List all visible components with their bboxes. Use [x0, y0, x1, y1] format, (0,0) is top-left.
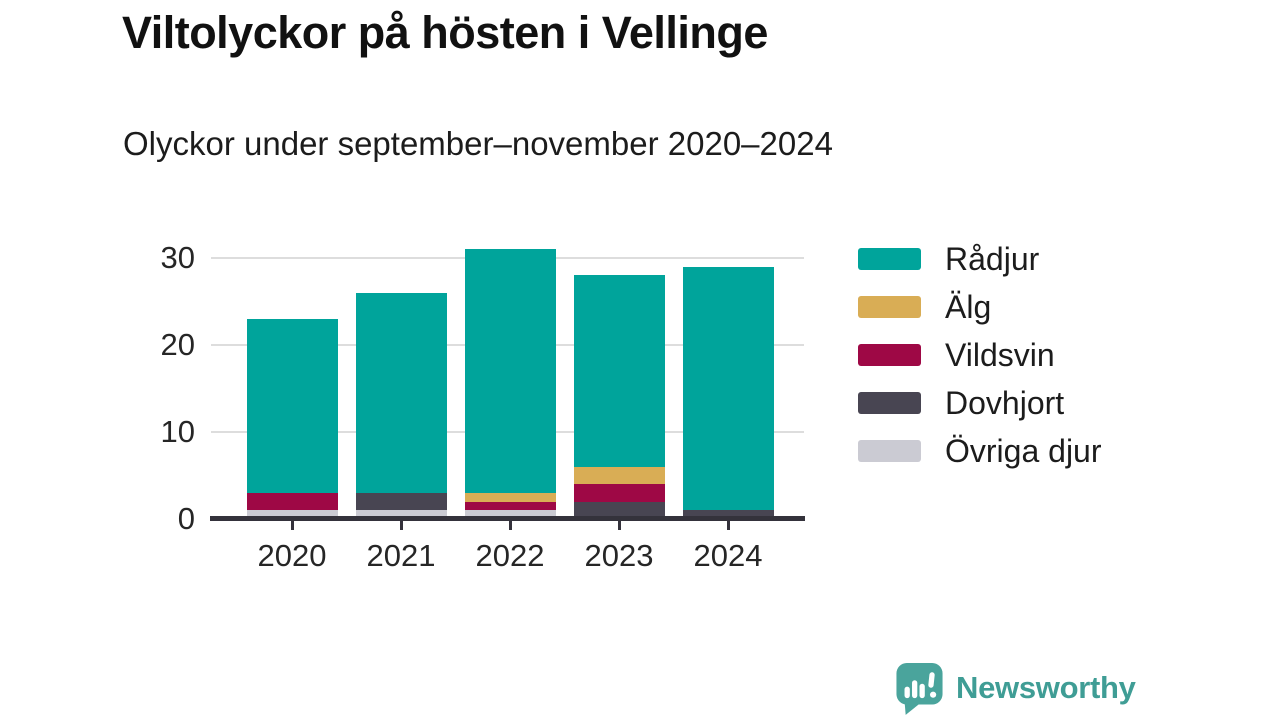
legend-swatch-radjur [858, 248, 921, 270]
legend-label-dovhjort: Dovhjort [945, 384, 1065, 421]
y-axis-label-10: 10 [160, 414, 195, 449]
x-axis-tick-2023 [617, 521, 621, 530]
legend-label-alg: Älg [945, 288, 992, 325]
legend-item-radjur: Rådjur [858, 235, 1102, 283]
bar-segment-2024-radjur [682, 266, 774, 511]
x-axis-label-2024: 2024 [693, 538, 763, 573]
legend-label-vildsvin: Vildsvin [945, 336, 1055, 373]
x-axis-tick-2022 [508, 521, 512, 530]
bar-segment-2023-vildsvin [573, 484, 665, 502]
y-axis-label-30: 30 [160, 240, 195, 275]
bar-segment-2023-dovhjort [573, 501, 665, 519]
bar-segment-2024-dovhjort [682, 510, 774, 519]
legend-item-vildsvin: Vildsvin [858, 331, 1102, 379]
legend-swatch-vildsvin [858, 344, 921, 366]
x-axis-label-2020: 2020 [257, 538, 327, 573]
legend-item-dovhjort: Dovhjort [858, 379, 1102, 427]
legend-label-radjur: Rådjur [945, 240, 1040, 277]
chart-legend: Rådjur Älg Vildsvin Dovhjort Övriga djur [858, 235, 1102, 475]
brand-footer: Newsworthy [896, 663, 1136, 716]
bar-segment-2020-vildsvin [246, 492, 338, 511]
bar-segment-2021-radjur [355, 292, 447, 493]
x-axis-tick-2020 [290, 521, 294, 530]
newsworthy-logo-icon [896, 663, 943, 715]
chart-title: Viltolyckor på hösten i Vellinge [122, 7, 768, 58]
legend-swatch-alg [858, 296, 921, 318]
bar-segment-2020-radjur [246, 318, 338, 493]
bar-segment-2023-alg [573, 466, 665, 485]
bar-segment-2022-vildsvin [464, 501, 556, 511]
legend-swatch-dovhjort [858, 392, 921, 414]
bar-segment-2020-ovriga-djur [246, 510, 338, 519]
legend-item-ovriga-djur: Övriga djur [858, 427, 1102, 475]
bar-segment-2023-radjur [573, 275, 665, 467]
y-axis-label-20: 20 [160, 327, 195, 362]
x-axis-label-2022: 2022 [475, 538, 545, 573]
bar-segment-2022-ovriga-djur [464, 510, 556, 519]
x-axis-label-2023: 2023 [584, 538, 654, 573]
chart-subtitle: Olyckor under september–november 2020–20… [123, 125, 833, 162]
brand-name: Newsworthy [956, 670, 1136, 705]
bar-segment-2021-ovriga-djur [355, 510, 447, 519]
bar-segment-2022-alg [464, 492, 556, 502]
legend-label-ovriga-djur: Övriga djur [945, 432, 1102, 469]
x-axis-tick-2024 [726, 521, 730, 530]
x-axis-label-2021: 2021 [366, 538, 436, 573]
legend-swatch-ovriga-djur [858, 440, 921, 462]
y-axis-label-0: 0 [177, 501, 195, 536]
bar-segment-2021-dovhjort [355, 492, 447, 511]
x-axis-tick-2021 [399, 521, 403, 530]
bar-segment-2022-radjur [464, 249, 556, 493]
x-axis-line [210, 516, 805, 521]
legend-item-alg: Älg [858, 283, 1102, 331]
